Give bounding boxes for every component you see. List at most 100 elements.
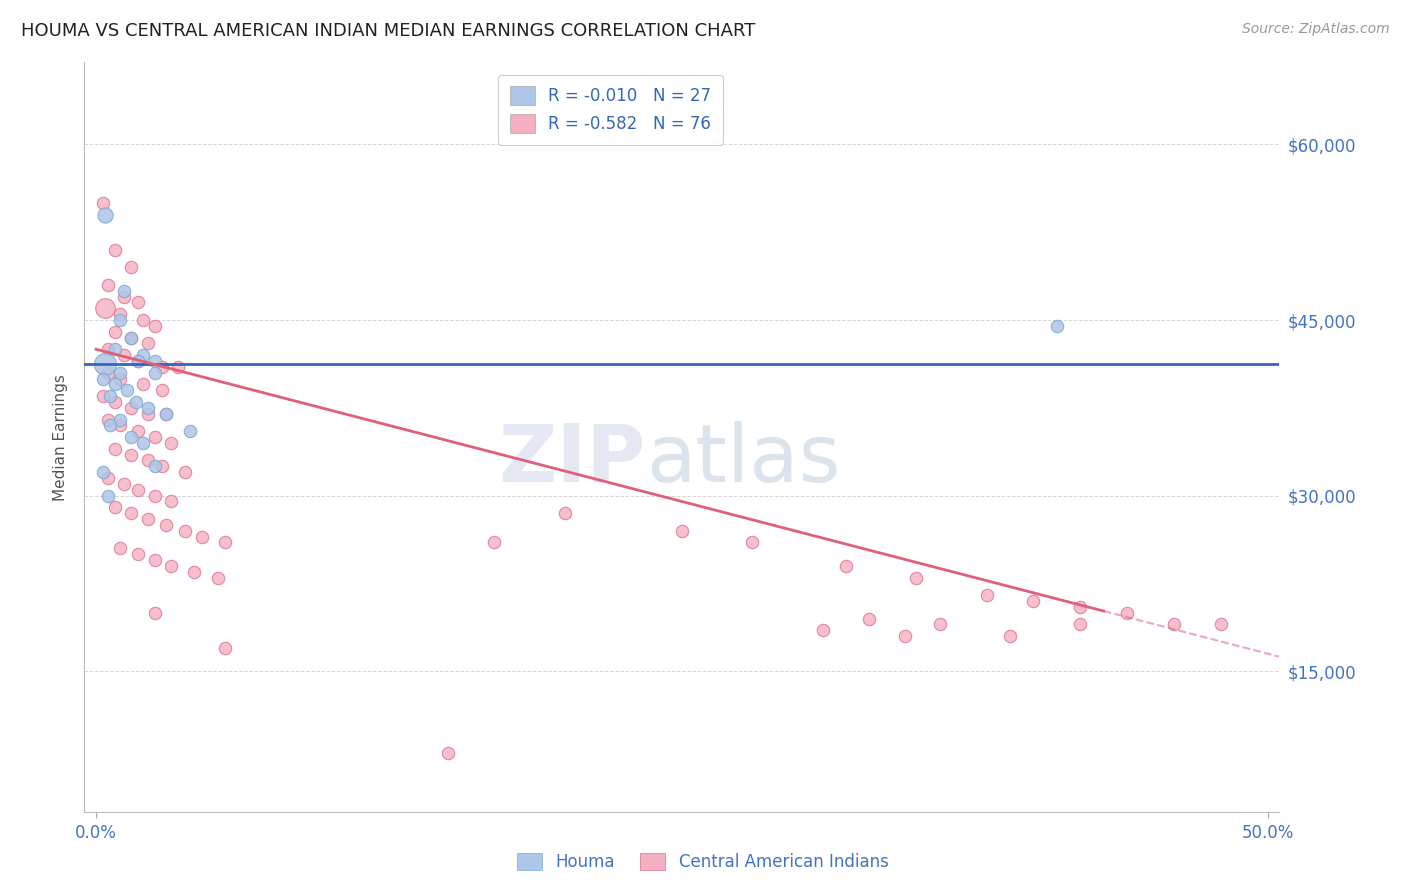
Point [120,401,142,415]
Point [136,401,159,415]
Point [671,524,693,538]
Point [143,553,166,567]
Point [97,412,120,426]
Point [104,377,127,392]
Point [1046,318,1069,333]
Point [554,506,576,520]
Point [150,359,173,374]
Point [108,307,131,321]
Point [214,535,236,549]
Point [136,407,159,421]
Point [167,359,190,374]
Point [108,371,131,385]
Point [132,313,155,327]
Point [91,465,114,479]
Point [120,260,142,275]
Point [127,547,149,561]
Point [120,330,142,344]
Point [104,442,127,456]
Point [115,384,138,398]
Text: atlas: atlas [647,420,841,499]
Point [112,284,135,298]
Point [120,448,142,462]
Text: HOUMA VS CENTRAL AMERICAN INDIAN MEDIAN EARNINGS CORRELATION CHART: HOUMA VS CENTRAL AMERICAN INDIAN MEDIAN … [21,22,755,40]
Point [97,489,120,503]
Point [1163,617,1185,632]
Point [160,558,183,573]
Point [132,377,155,392]
Point [108,412,131,426]
Point [91,389,114,403]
Text: Source: ZipAtlas.com: Source: ZipAtlas.com [1241,22,1389,37]
Point [1069,599,1091,614]
Point [108,313,131,327]
Point [143,318,166,333]
Point [108,366,131,380]
Point [835,558,858,573]
Text: ZIP: ZIP [499,420,647,499]
Point [143,606,166,620]
Y-axis label: Median Earnings: Median Earnings [53,374,69,500]
Point [136,453,159,467]
Point [143,366,166,380]
Point [143,489,166,503]
Point [97,277,120,292]
Point [484,535,506,549]
Point [127,424,149,438]
Point [94,208,117,222]
Point [928,617,950,632]
Point [1209,617,1232,632]
Point [858,611,880,625]
Point [104,395,127,409]
Point [136,512,159,526]
Point [179,424,201,438]
Point [104,500,127,515]
Point [127,483,149,497]
Point [104,243,127,257]
Point [998,629,1021,643]
Point [155,407,177,421]
Point [1116,606,1139,620]
Legend: Houma, Central American Indians: Houma, Central American Indians [509,845,897,880]
Point [143,430,166,444]
Point [1069,617,1091,632]
Point [155,407,177,421]
Point [132,348,155,362]
Point [741,535,763,549]
Point [98,418,121,433]
Point [97,471,120,485]
Point [132,436,155,450]
Point [97,343,120,357]
Point [160,494,183,508]
Point [94,301,117,316]
Point [108,418,131,433]
Point [91,371,114,385]
Point [98,389,121,403]
Point [91,196,114,211]
Legend: R = -0.010   N = 27, R = -0.582   N = 76: R = -0.010 N = 27, R = -0.582 N = 76 [498,75,723,145]
Point [120,506,142,520]
Point [127,354,149,368]
Point [150,384,173,398]
Point [976,588,998,602]
Point [112,476,135,491]
Point [108,541,131,556]
Point [174,524,197,538]
Point [112,348,135,362]
Point [104,343,127,357]
Point [214,640,236,655]
Point [190,530,212,544]
Point [150,459,173,474]
Point [436,746,458,760]
Point [893,629,915,643]
Point [136,336,159,351]
Point [143,459,166,474]
Point [174,465,197,479]
Point [120,430,142,444]
Point [207,571,229,585]
Point [125,395,148,409]
Point [905,571,928,585]
Point [143,354,166,368]
Point [811,624,834,638]
Point [183,565,205,579]
